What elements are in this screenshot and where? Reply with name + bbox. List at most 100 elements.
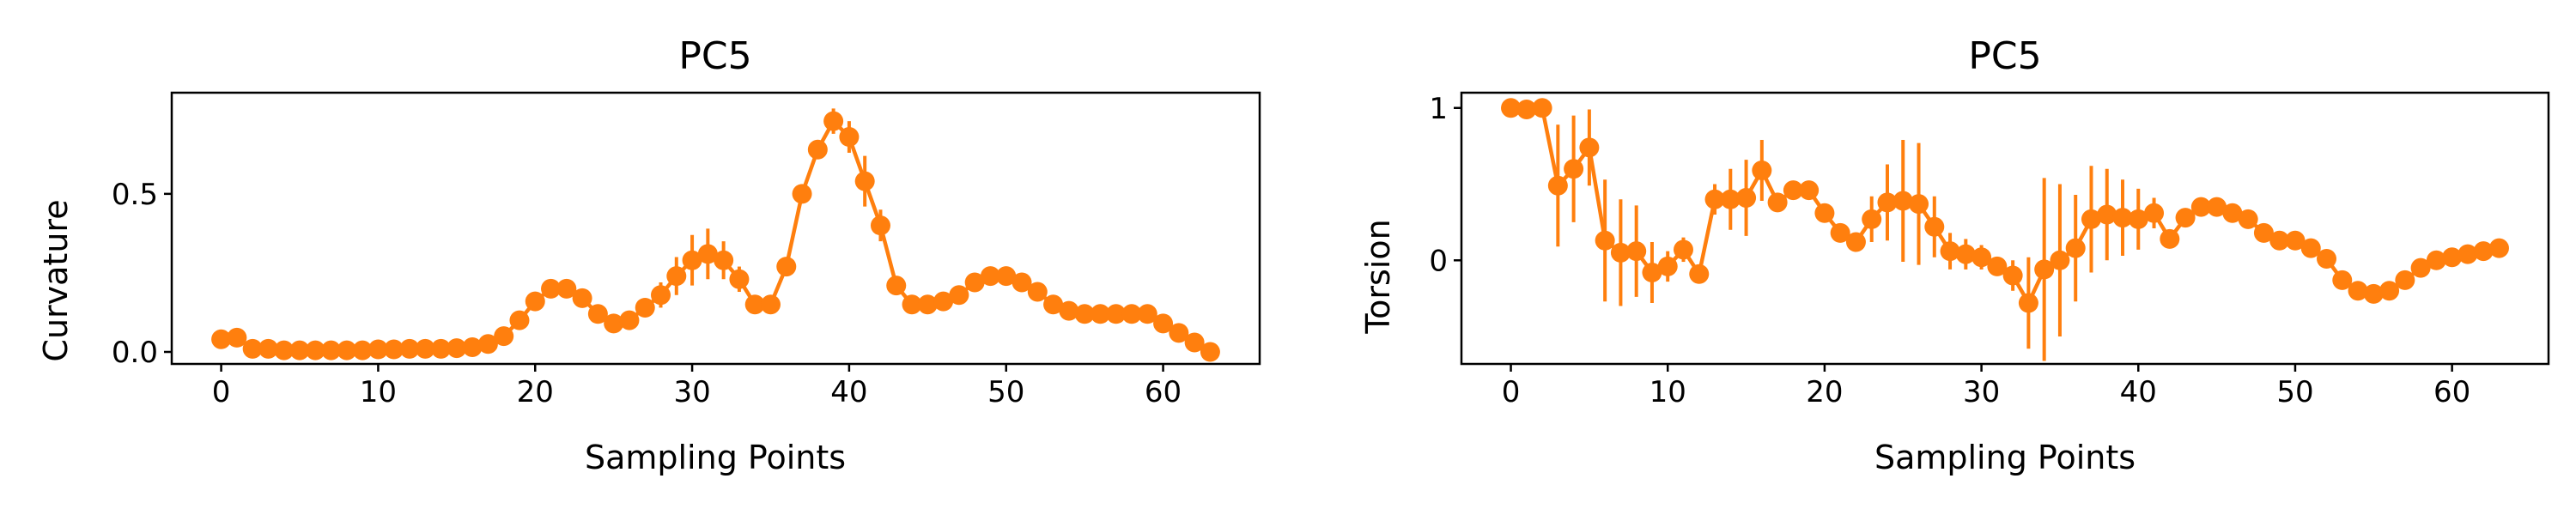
- curvature-data-point: [1121, 304, 1142, 324]
- curvature-data-point: [1027, 282, 1048, 302]
- curvature-data-point: [337, 340, 357, 360]
- torsion-xtick-label: 20: [1806, 375, 1843, 409]
- curvature-data-point: [714, 250, 734, 270]
- torsion-xtick-label: 10: [1649, 375, 1686, 409]
- torsion-panel: PC5 Torsion Sampling Points 0 10 20 30 40 50 6…: [1359, 34, 2550, 476]
- curvature-data-point: [666, 266, 687, 287]
- torsion-data-point: [1673, 239, 1693, 260]
- torsion-data-point: [1501, 98, 1522, 118]
- torsion-data-point: [2190, 197, 2211, 217]
- curvature-data-point: [1059, 300, 1079, 321]
- torsion-data-point: [1689, 264, 1710, 284]
- curvature-data-point: [964, 272, 985, 293]
- curvature-plot-area: 0 10 20 30 40 50 60 0.0 0.5: [112, 91, 1261, 409]
- torsion-data-point: [2002, 265, 2023, 286]
- torsion-ylabel: Torsion: [1359, 219, 1397, 334]
- torsion-data-point: [2473, 241, 2494, 262]
- curvature-data-point: [227, 327, 247, 348]
- torsion-data-point: [2300, 238, 2321, 258]
- curvature-ylabel: Curvature: [37, 199, 75, 361]
- torsion-data-point: [1657, 256, 1678, 276]
- curvature-data-point: [697, 244, 718, 264]
- curvature-data-point: [870, 215, 890, 236]
- torsion-data-point: [1642, 262, 1662, 282]
- curvature-data-point: [431, 338, 452, 359]
- curvature-data-point: [729, 269, 750, 289]
- torsion-title: PC5: [1968, 34, 2041, 78]
- torsion-xtick-label: 0: [1502, 375, 1521, 409]
- torsion-xlabel: Sampling Points: [1874, 439, 2136, 476]
- torsion-data-point: [1752, 161, 1772, 181]
- torsion-data-point: [2269, 230, 2290, 251]
- torsion-xtick-label: 60: [2433, 375, 2470, 409]
- torsion-data-point: [2317, 249, 2337, 270]
- curvature-ytick-label: 0.0: [112, 336, 158, 370]
- curvature-xtick-label: 30: [673, 375, 710, 409]
- torsion-axes-frame: [1460, 91, 2550, 366]
- torsion-data-point: [2253, 222, 2274, 243]
- torsion-data-point: [1909, 194, 1929, 215]
- curvature-data-point: [399, 338, 420, 359]
- curvature-data-point: [572, 288, 592, 308]
- torsion-data-point: [1516, 100, 1537, 120]
- curvature-data-point: [556, 278, 577, 299]
- curvature-data-point: [886, 276, 907, 296]
- curvature-data-point: [587, 304, 608, 324]
- torsion-data-point: [2332, 270, 2353, 290]
- curvature-data-point: [415, 338, 435, 359]
- curvature-data-point: [1043, 294, 1064, 315]
- curvature-xlabel: Sampling Points: [585, 439, 846, 476]
- curvature-axes-frame: [170, 91, 1261, 366]
- torsion-data-point: [1626, 241, 1647, 262]
- torsion-data-point: [2050, 250, 2070, 270]
- curvature-data-point: [321, 340, 342, 360]
- torsion-data-point: [2410, 258, 2431, 278]
- torsion-data-point: [1783, 180, 1803, 201]
- torsion-data-point: [2018, 293, 2038, 313]
- torsion-data-point: [1610, 242, 1631, 263]
- curvature-xtick-label: 0: [212, 375, 231, 409]
- curvature-data-point: [980, 266, 1000, 287]
- torsion-data-point: [2207, 197, 2227, 217]
- curvature-data-point: [1169, 323, 1189, 343]
- curvature-data-point: [1090, 304, 1110, 324]
- curvature-data-point: [792, 184, 812, 204]
- curvature-data-point: [619, 310, 640, 330]
- torsion-data-point: [2285, 230, 2306, 251]
- torsion-ytick-label: 0: [1429, 244, 1448, 278]
- torsion-data-point: [2238, 209, 2258, 229]
- curvature-data-point: [242, 338, 263, 359]
- torsion-data-point: [2128, 209, 2148, 229]
- torsion-data-point: [1877, 192, 1898, 213]
- curvature-data-point: [651, 285, 671, 306]
- curvature-panel: PC5 Curvature Sampling Points 0 10 20 30 40 5…: [37, 34, 1261, 476]
- curvature-data-point: [682, 250, 702, 270]
- torsion-data-point: [1532, 98, 1552, 118]
- torsion-data-point: [1830, 222, 1850, 243]
- torsion-data-point: [2034, 259, 2055, 280]
- curvature-data-point: [1012, 272, 1032, 293]
- torsion-data-point: [2081, 209, 2101, 229]
- torsion-data-point: [1940, 241, 1960, 262]
- curvature-data-point: [1184, 332, 1205, 353]
- curvature-data-point: [933, 291, 954, 312]
- curvature-data-point: [274, 340, 295, 360]
- torsion-data-point: [2222, 203, 2243, 223]
- curvature-ytick-label: 0.5: [112, 178, 158, 212]
- torsion-xtick-label: 40: [2120, 375, 2157, 409]
- torsion-xtick-label: 50: [2276, 375, 2313, 409]
- curvature-data-point: [776, 257, 797, 277]
- curvature-data-point: [744, 294, 765, 315]
- curvature-xtick-label: 10: [360, 375, 397, 409]
- torsion-data-point: [2363, 283, 2384, 304]
- curvature-data-point: [854, 171, 875, 191]
- curvature-data-point: [384, 339, 404, 360]
- curvature-data-point: [635, 297, 655, 318]
- torsion-data-point: [2160, 228, 2180, 249]
- curvature-data-point: [823, 111, 844, 131]
- curvature-xtick-label: 50: [987, 375, 1024, 409]
- torsion-data-point: [1893, 191, 1913, 211]
- torsion-data-point: [2097, 204, 2117, 225]
- torsion-data-point: [2488, 238, 2509, 258]
